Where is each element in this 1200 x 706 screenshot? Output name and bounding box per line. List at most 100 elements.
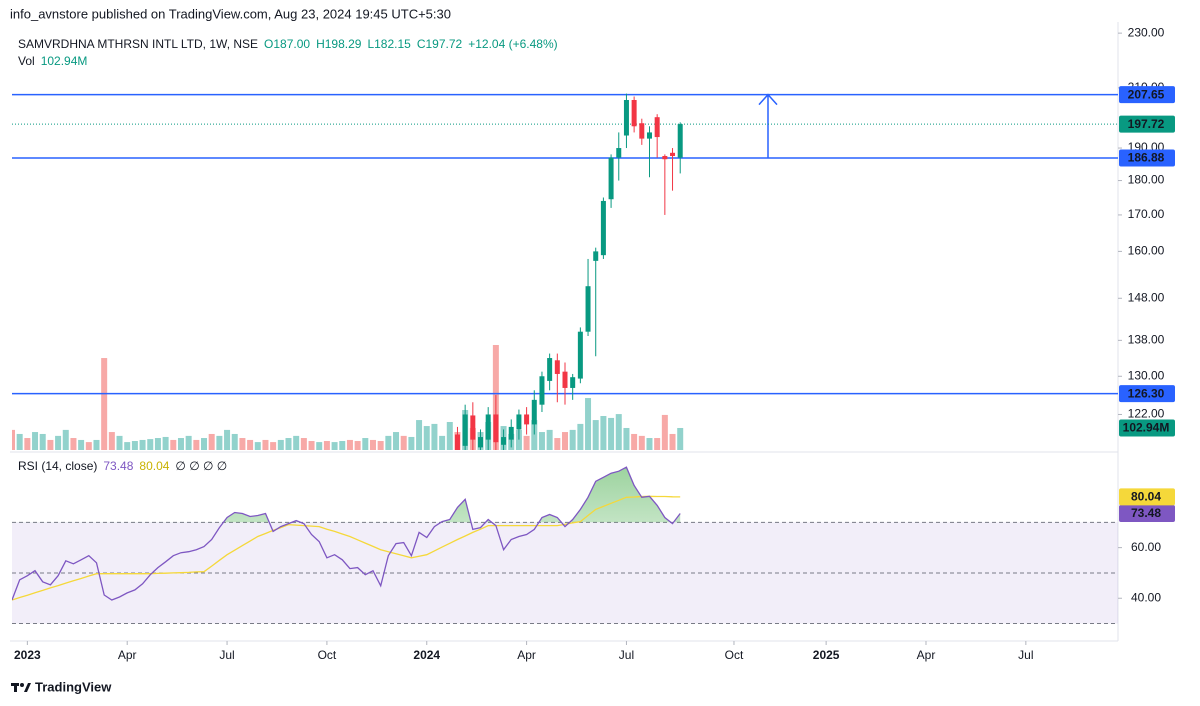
- y-tick-label: 180.00: [1128, 173, 1165, 187]
- volume-bar: [131, 441, 138, 450]
- volume-bar: [623, 427, 630, 450]
- x-tick-label: 2025: [813, 648, 840, 662]
- x-tick-label: Jul: [219, 648, 234, 662]
- candle-body: [516, 414, 522, 430]
- candle-body: [608, 157, 614, 200]
- volume-bar: [369, 439, 376, 450]
- rsi-value: 73.48: [103, 459, 133, 473]
- candle-body: [478, 437, 484, 448]
- rsi-line: [12, 466, 681, 601]
- volume-bar: [78, 439, 85, 450]
- candle-body: [670, 152, 676, 157]
- volume-bar: [585, 398, 592, 450]
- candle-body: [585, 286, 591, 332]
- volume-bar: [538, 432, 545, 450]
- rsi-value-label: 73.48: [1131, 506, 1161, 520]
- x-tick-label: Oct: [725, 648, 744, 662]
- candle-body: [547, 358, 553, 381]
- volume-bar: [24, 438, 31, 450]
- volume-bar: [677, 427, 684, 450]
- volume-bar: [224, 429, 231, 450]
- volume-legend: Vol 102.94M: [18, 54, 87, 68]
- volume-bar: [231, 433, 238, 450]
- rsi-extra: ∅ ∅ ∅ ∅: [175, 459, 227, 473]
- volume-bar: [339, 441, 346, 450]
- x-tick-label: Jul: [619, 648, 634, 662]
- volume-bar: [277, 439, 284, 450]
- volume-bar: [385, 435, 392, 450]
- x-tick-label: 2024: [413, 648, 440, 662]
- volume-bar: [55, 435, 62, 450]
- y-tick-label: 230.00: [1128, 25, 1165, 39]
- volume-bar: [93, 439, 100, 450]
- volume-bar: [654, 438, 661, 450]
- volume-bar: [147, 439, 154, 450]
- volume-bar: [16, 433, 23, 450]
- candle-body: [600, 200, 606, 256]
- volume-bar: [608, 417, 615, 450]
- volume-bar: [669, 433, 676, 450]
- volume-bar: [47, 439, 54, 450]
- candle-body: [616, 148, 622, 158]
- rsi-title: RSI (14, close): [18, 459, 97, 473]
- volume-bar: [193, 439, 200, 450]
- x-tick-label: 2023: [14, 648, 41, 662]
- volume-bar: [423, 426, 430, 450]
- volume-bar: [254, 442, 261, 450]
- candle-body: [577, 331, 583, 379]
- volume-bar: [239, 438, 246, 450]
- ohlc-value: H198.29: [316, 37, 362, 51]
- volume-bar: [554, 438, 561, 450]
- volume-bar: [431, 423, 438, 450]
- volume-bar: [32, 432, 39, 450]
- volume-bar: [308, 441, 315, 450]
- level-label: 186.88: [1128, 151, 1165, 165]
- price-pane: [12, 93, 1118, 450]
- rsi-pane: [12, 466, 1118, 625]
- volume-bar: [377, 441, 384, 450]
- y-tick-label: 122.00: [1128, 407, 1165, 421]
- volume-bar: [201, 438, 208, 450]
- candle-body: [570, 377, 576, 388]
- candle-body: [639, 123, 645, 139]
- publisher: info_avnstore published on TradingView.c…: [10, 6, 451, 21]
- rsi-y-tick-label: 60.00: [1131, 540, 1161, 554]
- rsi-y-tick-label: 40.00: [1131, 590, 1161, 604]
- volume-bar: [62, 429, 69, 450]
- ohlc-value: +12.04 (+6.48%): [468, 37, 557, 51]
- projection-arrow: [758, 93, 778, 158]
- volume-bar: [577, 423, 584, 450]
- candle-body: [508, 426, 514, 440]
- volume-bar: [162, 436, 169, 450]
- volume-bar: [569, 429, 576, 450]
- candle-body: [646, 132, 652, 139]
- volume-bar: [439, 435, 446, 450]
- rsi-value-label: 80.04: [1131, 490, 1161, 504]
- rsi-value-label-box: [1119, 505, 1175, 523]
- candle-body: [623, 100, 629, 136]
- volume-bar: [592, 420, 599, 450]
- level-label-box: [1119, 149, 1175, 167]
- last-price-label: 197.72: [1128, 117, 1165, 131]
- volume-bar: [531, 420, 538, 450]
- volume-name: Vol: [18, 54, 35, 68]
- candle-body: [662, 156, 668, 160]
- volume-bar: [70, 438, 77, 450]
- volume-bar: [185, 435, 192, 450]
- y-tick-label: 138.00: [1128, 333, 1165, 347]
- candle-body: [631, 100, 637, 127]
- volume-bar: [285, 438, 292, 450]
- volume-bar: [393, 432, 400, 450]
- candle-body: [501, 437, 507, 445]
- volume-bar: [300, 438, 307, 450]
- candle-body: [470, 415, 476, 440]
- volume-bar: [216, 435, 223, 450]
- level-label: 207.65: [1128, 87, 1165, 101]
- level-label-box: [1119, 86, 1175, 104]
- y-tick-label: 148.00: [1128, 290, 1165, 304]
- volume-bar: [562, 432, 568, 450]
- volume-bar: [124, 442, 131, 450]
- volume-bar: [408, 436, 415, 450]
- brand-logo: [11, 683, 31, 692]
